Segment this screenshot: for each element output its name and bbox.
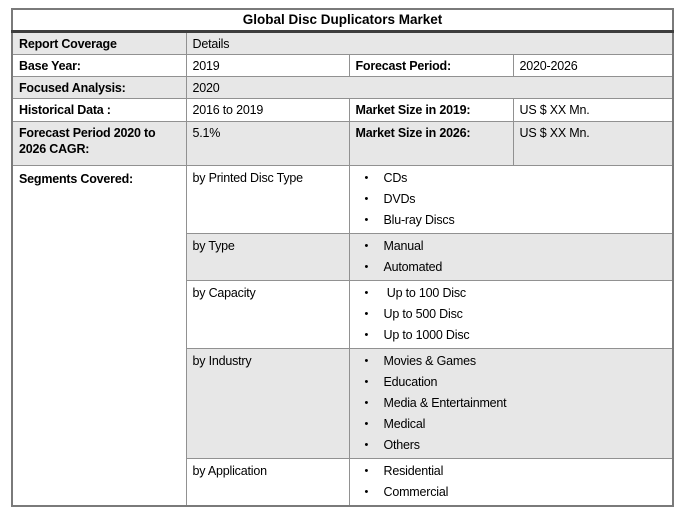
historical-data-value: 2016 to 2019	[185, 98, 350, 122]
segment-group-industry: by Industry	[185, 348, 350, 459]
list-item: • Movies & Games	[365, 351, 671, 372]
bullet-icon: •	[364, 193, 369, 205]
segment-items-capacity: • Up to 100 Disc • Up to 500 Disc • Up to …	[348, 280, 674, 349]
list-item: • Media & Entertainment	[365, 393, 671, 414]
list-item: • Others	[365, 435, 671, 456]
bullet-icon: •	[364, 329, 369, 341]
base-year-label: Base Year:	[11, 54, 187, 77]
bullet-icon: •	[364, 397, 369, 409]
list-item: • CDs	[365, 168, 671, 189]
report-coverage-value: Details	[185, 31, 674, 55]
bullet-icon: •	[364, 439, 369, 451]
list-item-text: CDs	[383, 171, 408, 185]
market-size-2026-value: US $ XX Mn.	[512, 121, 674, 166]
bullet-icon: •	[364, 240, 369, 252]
list-item: • Automated	[365, 257, 671, 278]
forecast-period-label: Forecast Period:	[348, 54, 514, 77]
list-item-text: Others	[383, 438, 421, 452]
segment-group-capacity: by Capacity	[185, 280, 350, 349]
bullet-icon: •	[364, 287, 369, 299]
segment-items-application: • Residential • Commercial	[348, 458, 674, 507]
segment-items-industry: • Movies & Games • Education • Media & Ente…	[348, 348, 674, 459]
segment-group-type: by Type	[185, 233, 350, 281]
list-item-text: DVDs	[383, 192, 416, 206]
list-item-text: Media & Entertainment	[383, 396, 507, 410]
list-item: • Residential	[365, 461, 671, 482]
list-item-text: Automated	[383, 260, 443, 274]
cagr-label: Forecast Period 2020 to 2026 CAGR:	[11, 121, 187, 166]
market-report-table: Global Disc Duplicators Market Report Co…	[11, 8, 674, 507]
report-coverage-table-container: Global Disc Duplicators Market Report Co…	[11, 8, 674, 507]
list-item-text: Movies & Games	[383, 354, 477, 368]
list-item-text: Commercial	[383, 485, 449, 499]
list-item-text: Residential	[383, 464, 444, 478]
focused-analysis-label: Focused Analysis:	[11, 76, 187, 99]
bullet-icon: •	[364, 261, 369, 273]
list-item-text: Up to 100 Disc	[383, 286, 466, 300]
list-item-text: Education	[383, 375, 438, 389]
bullet-icon: •	[364, 355, 369, 367]
list-item: • Up to 100 Disc	[365, 283, 671, 304]
segment-items-type: • Manual • Automated	[348, 233, 674, 281]
list-item: • Blu-ray Discs	[365, 210, 671, 231]
bullet-icon: •	[364, 465, 369, 477]
list-item: • Education	[365, 372, 671, 393]
list-item-text: Up to 500 Disc	[383, 307, 463, 321]
segment-group-application: by Application	[185, 458, 350, 507]
list-item: • DVDs	[365, 189, 671, 210]
segment-items-printed-disc-type: • CDs • DVDs • Blu-ray Discs	[348, 165, 674, 234]
market-size-2019-label: Market Size in 2019:	[348, 98, 514, 122]
cagr-value: 5.1%	[185, 121, 350, 166]
market-size-2026-label: Market Size in 2026:	[348, 121, 514, 166]
bullet-icon: •	[364, 418, 369, 430]
list-item: • Up to 500 Disc	[365, 304, 671, 325]
table-title: Global Disc Duplicators Market	[11, 8, 674, 33]
list-item: • Commercial	[365, 482, 671, 503]
list-item: • Up to 1000 Disc	[365, 325, 671, 346]
bullet-icon: •	[364, 214, 369, 226]
list-item: • Manual	[365, 236, 671, 257]
historical-data-label: Historical Data :	[11, 98, 187, 122]
bullet-icon: •	[364, 172, 369, 184]
list-item-text: Up to 1000 Disc	[383, 328, 470, 342]
list-item: • Medical	[365, 414, 671, 435]
list-item-text: Manual	[383, 239, 424, 253]
list-item-text: Medical	[383, 417, 426, 431]
focused-analysis-value: 2020	[185, 76, 674, 99]
bullet-icon: •	[364, 376, 369, 388]
bullet-icon: •	[364, 486, 369, 498]
list-item-text: Blu-ray Discs	[383, 213, 455, 227]
bullet-icon: •	[364, 308, 369, 320]
base-year-value: 2019	[185, 54, 350, 77]
segments-covered-label: Segments Covered:	[11, 165, 187, 507]
forecast-period-value: 2020-2026	[512, 54, 674, 77]
market-size-2019-value: US $ XX Mn.	[512, 98, 674, 122]
report-coverage-label: Report Coverage	[11, 31, 187, 55]
segment-group-printed-disc-type: by Printed Disc Type	[185, 165, 350, 234]
